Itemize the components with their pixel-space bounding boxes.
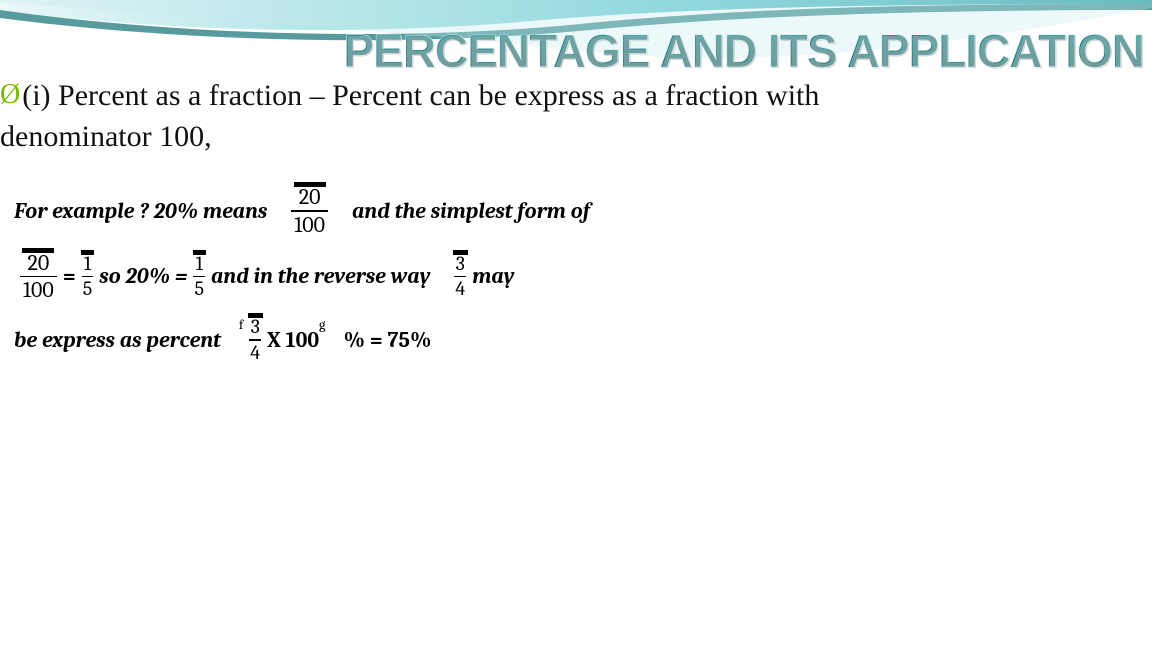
equals: =: [63, 263, 76, 289]
fraction-20-100: 20 100: [20, 252, 57, 302]
fraction-3-4: 3 4: [454, 254, 466, 300]
bullet-glyph: Ø: [0, 76, 20, 114]
sup-g: g: [319, 317, 325, 334]
page-title: PERCENTAGE AND ITS APPLICATION: [343, 24, 1144, 78]
math-text: % = 75%: [343, 327, 431, 353]
math-text: so 20% =: [99, 263, 187, 289]
fraction-1-5: 1 5: [82, 254, 94, 300]
bullet-text-line1: (i) Percent as a fraction – Percent can …: [22, 79, 819, 112]
math-row-2: 20 100 = 1 5 so 20% = 1 5 and in the rev…: [14, 252, 590, 302]
fraction-3-4: 3 4: [249, 317, 261, 363]
fraction-20-100: 20 100: [291, 186, 328, 236]
math-text: and the simplest form of: [352, 198, 590, 224]
math-text: may: [472, 263, 514, 289]
fraction-1-5: 1 5: [193, 254, 205, 300]
math-text: For example ? 20% means: [14, 198, 267, 224]
math-text: and in the reverse way: [211, 263, 430, 289]
bullet-text-line2: denominator 100,: [0, 117, 1148, 158]
math-block: For example ? 20% means 20 100 and the s…: [14, 186, 590, 379]
math-row-1: For example ? 20% means 20 100 and the s…: [14, 186, 590, 236]
times-100: X 100: [267, 327, 319, 353]
math-row-3: be express as percent f 3 4 X 100 g % = …: [14, 317, 590, 363]
sup-f: f: [239, 317, 243, 334]
body-content: Ø(i) Percent as a fraction – Percent can…: [0, 76, 1152, 157]
math-text: be express as percent: [14, 327, 221, 353]
